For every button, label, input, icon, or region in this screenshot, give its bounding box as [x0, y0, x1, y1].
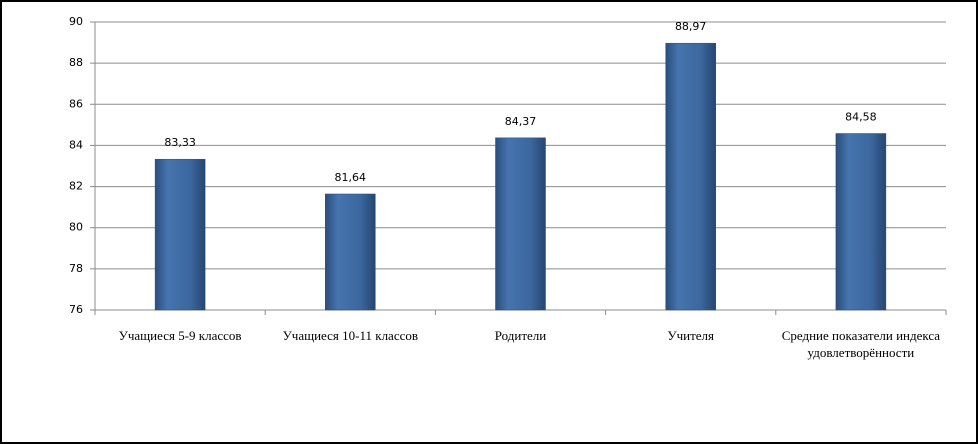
bar [665, 42, 716, 311]
y-tick-label: 82 [69, 180, 83, 193]
x-tick-label: Родители [494, 328, 547, 343]
x-tick-label: Учителя [667, 328, 714, 343]
value-label: 83,33 [164, 136, 196, 149]
value-label: 84,37 [505, 115, 537, 128]
x-tick-label: Учащиеся 5-9 классов [118, 328, 242, 343]
bar [835, 133, 887, 311]
x-tick-label: Средние показатели индекса удовлетворённ… [781, 328, 941, 360]
x-tick-label: Учащиеся 10-11 классов [282, 328, 418, 343]
y-tick-label: 84 [69, 138, 83, 151]
bar [495, 137, 546, 311]
value-label: 84,58 [845, 110, 877, 123]
y-tick-label: 86 [69, 97, 83, 110]
y-tick-label: 80 [69, 221, 83, 234]
y-tick-label: 88 [69, 56, 83, 69]
bar [154, 158, 206, 311]
y-tick-label: 76 [69, 303, 83, 316]
value-label: 81,64 [335, 171, 367, 184]
value-label: 88,97 [675, 20, 707, 33]
y-tick-label: 78 [69, 262, 83, 275]
bar [325, 193, 376, 311]
y-tick-label: 90 [69, 15, 83, 28]
